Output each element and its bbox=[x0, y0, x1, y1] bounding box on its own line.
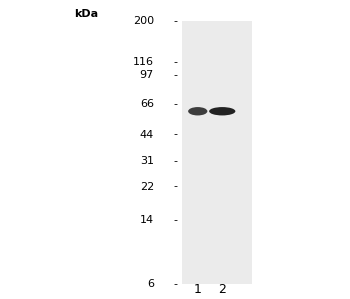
Text: 66: 66 bbox=[140, 99, 154, 109]
Text: -: - bbox=[173, 181, 177, 192]
Text: 97: 97 bbox=[140, 70, 154, 80]
Ellipse shape bbox=[188, 107, 207, 115]
Text: -: - bbox=[173, 279, 177, 289]
Ellipse shape bbox=[209, 107, 235, 115]
Text: 31: 31 bbox=[140, 156, 154, 166]
Text: -: - bbox=[173, 16, 177, 26]
Text: -: - bbox=[173, 99, 177, 109]
Text: 44: 44 bbox=[140, 129, 154, 140]
Text: -: - bbox=[173, 70, 177, 80]
Text: 22: 22 bbox=[140, 181, 154, 192]
Text: kDa: kDa bbox=[74, 9, 98, 19]
Text: -: - bbox=[173, 129, 177, 140]
Text: 14: 14 bbox=[140, 216, 154, 225]
Text: 6: 6 bbox=[147, 279, 154, 289]
Bar bbox=[182, 21, 252, 284]
Text: -: - bbox=[173, 57, 177, 67]
Text: -: - bbox=[173, 156, 177, 166]
Text: 2: 2 bbox=[218, 283, 226, 296]
Text: 116: 116 bbox=[133, 57, 154, 67]
Text: -: - bbox=[173, 216, 177, 225]
Text: 1: 1 bbox=[194, 283, 202, 296]
Text: 200: 200 bbox=[133, 16, 154, 26]
